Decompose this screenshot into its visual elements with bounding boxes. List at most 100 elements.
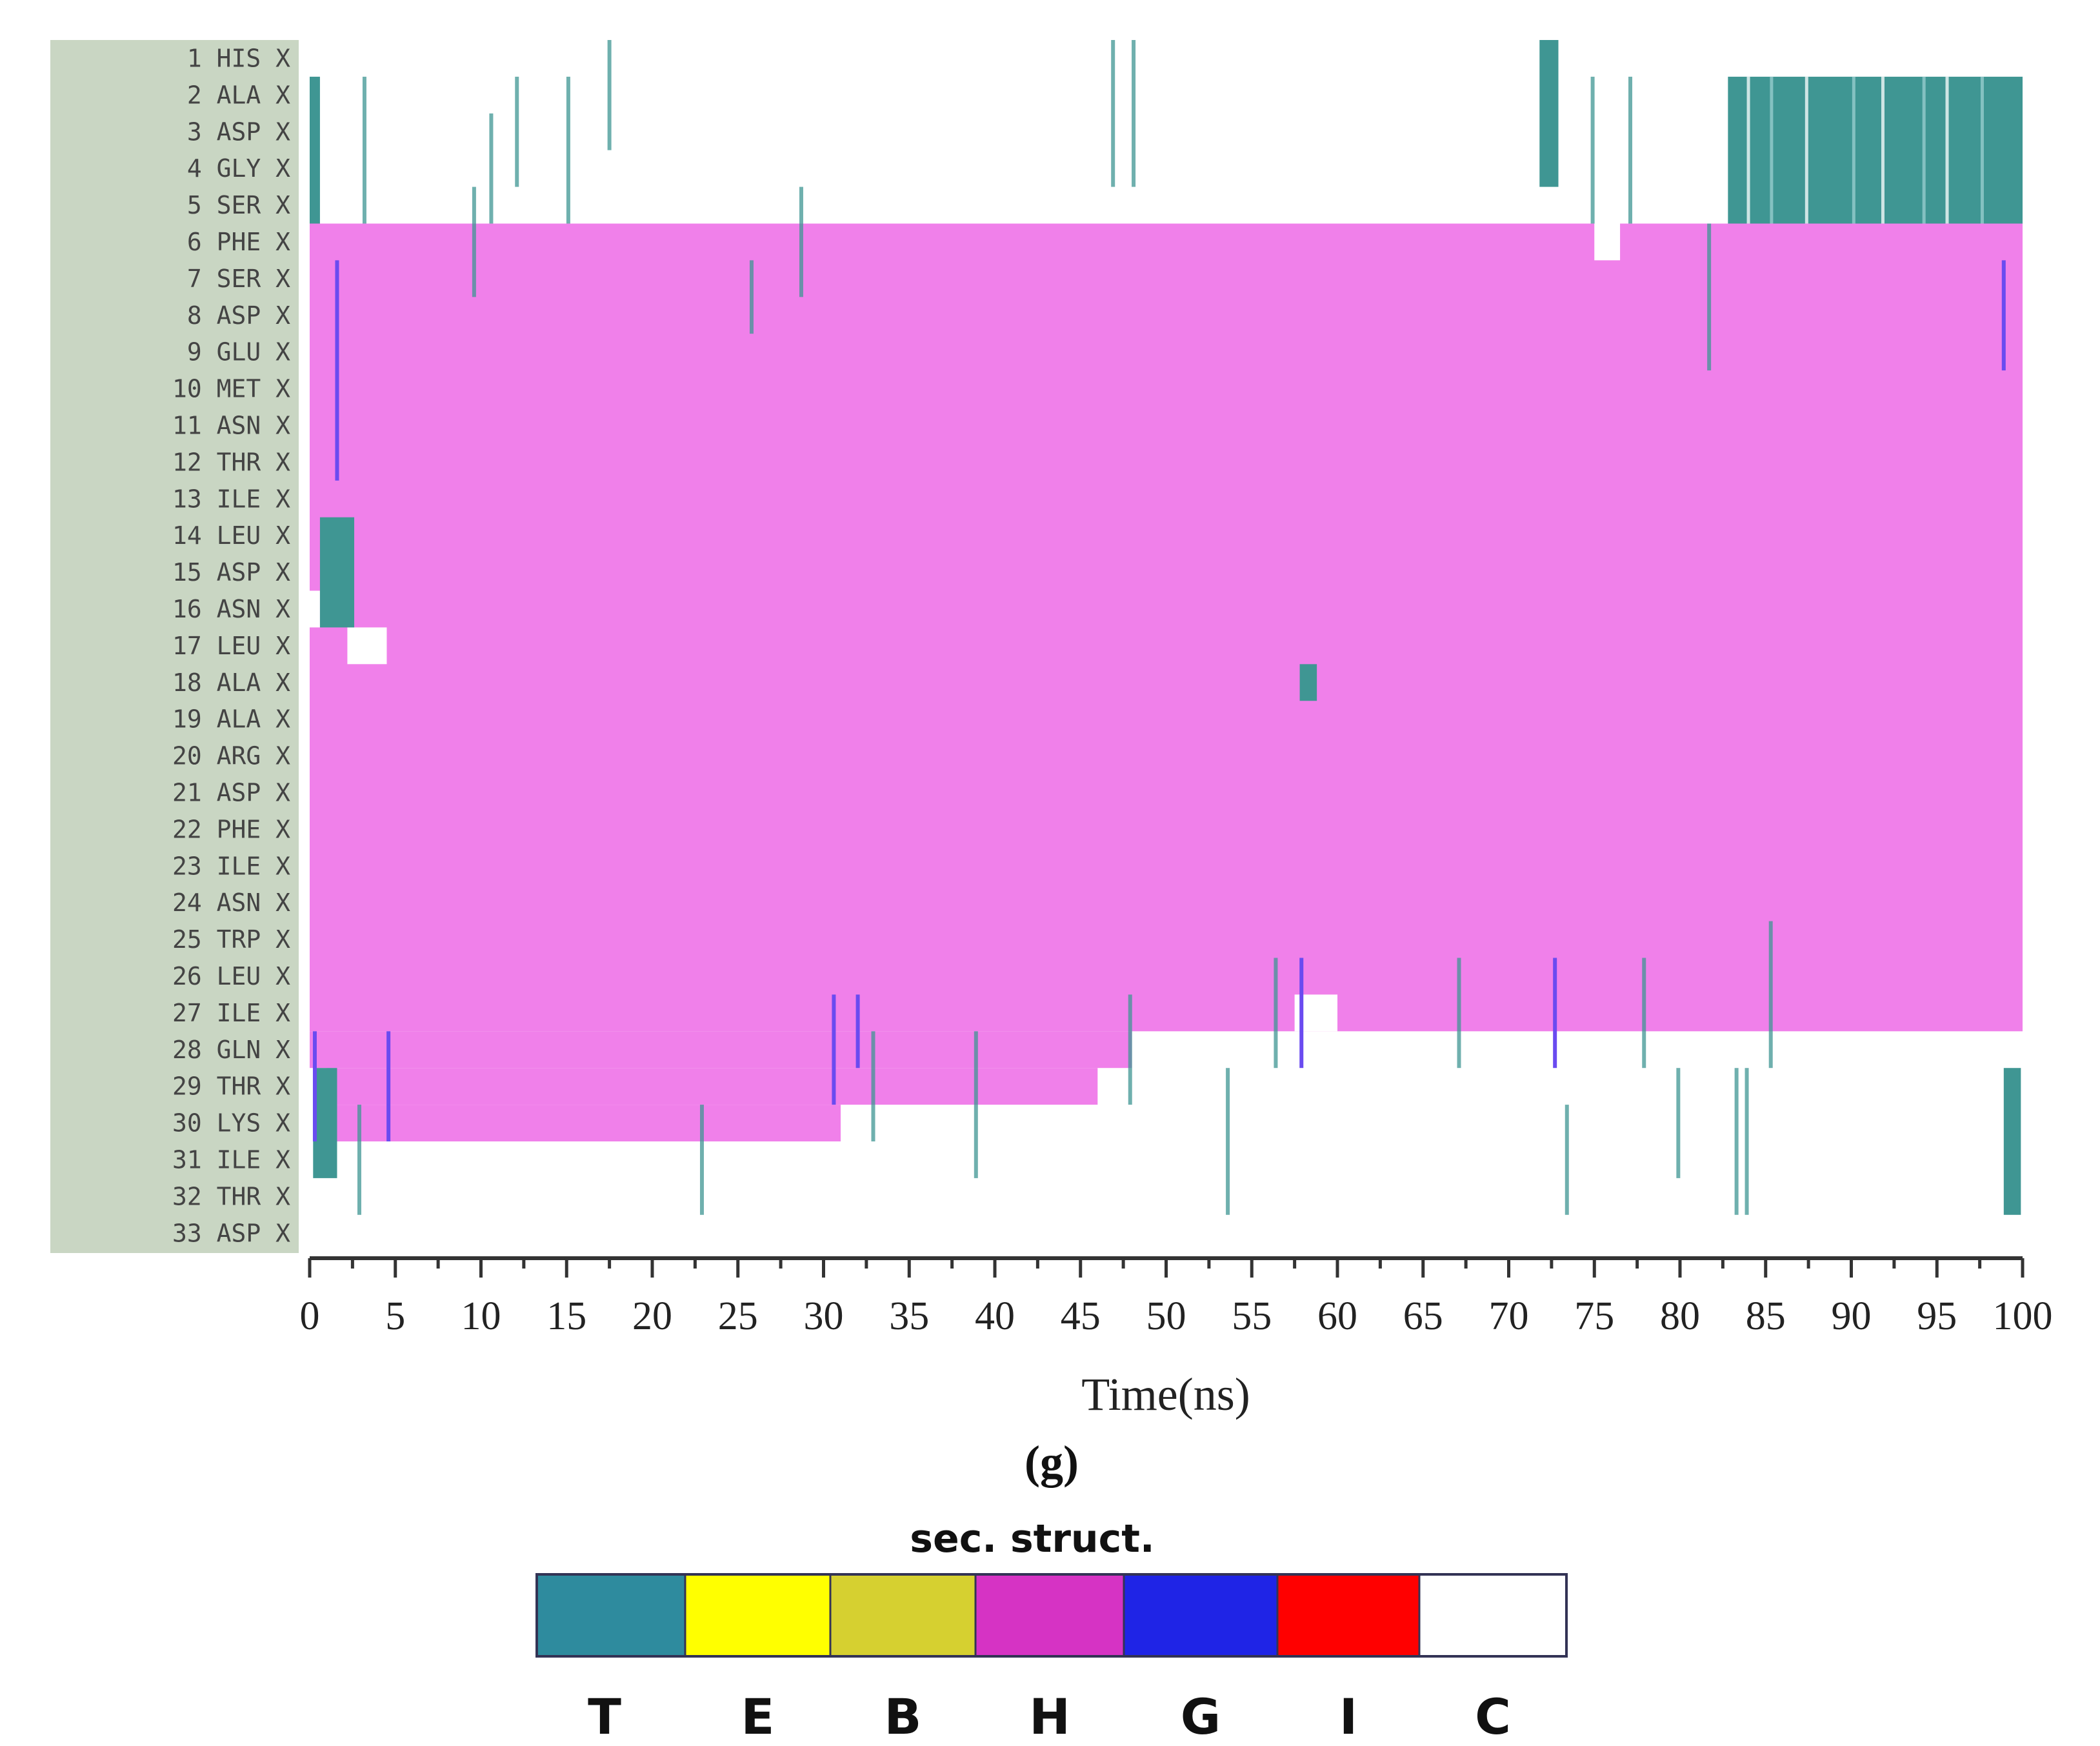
legend-swatch-T bbox=[535, 1573, 686, 1658]
turn-block-4 bbox=[2003, 1068, 2021, 1215]
residue-label: 6 PHE X bbox=[187, 228, 290, 256]
turn-event-22 bbox=[1676, 1068, 1681, 1178]
turn-event-8 bbox=[472, 186, 476, 297]
turn-event-10 bbox=[749, 260, 754, 334]
turn-block-2 bbox=[1539, 40, 1559, 187]
legend-key-G: G bbox=[1181, 1688, 1221, 1745]
residue-label: 3 ASP X bbox=[187, 117, 290, 146]
turn-block-3 bbox=[310, 76, 320, 224]
residue-label: 2 ALA X bbox=[187, 81, 290, 109]
residue-label: 30 LYS X bbox=[172, 1109, 290, 1138]
coil-block-1 bbox=[347, 627, 387, 665]
residue-label: 28 GLN X bbox=[172, 1036, 290, 1064]
turn-event-7 bbox=[489, 113, 494, 224]
x-tick-label: 50 bbox=[1146, 1294, 1186, 1338]
turn-block-stripe bbox=[1980, 76, 1984, 224]
residue-label: 23 ILE X bbox=[172, 852, 290, 880]
x-tick-label: 65 bbox=[1403, 1294, 1443, 1338]
turn-event-9 bbox=[799, 186, 803, 297]
residue-label: 24 ASN X bbox=[172, 888, 290, 917]
turn-event-1 bbox=[607, 40, 612, 150]
x-tick-label: 100 bbox=[1993, 1294, 2053, 1338]
x-tick-label: 20 bbox=[632, 1294, 672, 1338]
x-tick-label: 25 bbox=[718, 1294, 758, 1338]
turn-event-15 bbox=[1274, 958, 1278, 1069]
x-tick-label: 10 bbox=[461, 1294, 501, 1338]
turn-block-stripe bbox=[1746, 76, 1750, 224]
x-tick-label: 15 bbox=[546, 1294, 586, 1338]
turn-event-5 bbox=[566, 76, 570, 224]
legend-swatch-B bbox=[829, 1573, 977, 1658]
residue-label: 31 ILE X bbox=[172, 1145, 290, 1174]
legend-key-E: E bbox=[741, 1688, 775, 1745]
legend-key-B: B bbox=[885, 1688, 922, 1745]
x-tick-label: 55 bbox=[1232, 1294, 1272, 1338]
x-tick-label: 70 bbox=[1489, 1294, 1529, 1338]
turn-block-stripe bbox=[1805, 76, 1808, 224]
x-tick-label: 5 bbox=[385, 1294, 405, 1338]
x-tick-label: 45 bbox=[1061, 1294, 1101, 1338]
residue-label: 18 ALA X bbox=[172, 668, 290, 697]
turn-block-stripe bbox=[1881, 76, 1885, 224]
residue-label: 26 LEU X bbox=[172, 962, 290, 990]
turn-block-stripe bbox=[1770, 76, 1774, 224]
x-tick-label: 40 bbox=[975, 1294, 1015, 1338]
residue-label: 16 ASN X bbox=[172, 595, 290, 623]
turn-event-11 bbox=[1707, 223, 1712, 371]
turn-event-4 bbox=[362, 76, 366, 224]
residue-label: 19 ALA X bbox=[172, 705, 290, 734]
residue-label: 21 ASP X bbox=[172, 778, 290, 807]
turn-event-2 bbox=[1111, 40, 1115, 187]
helix-region-4 bbox=[326, 1105, 841, 1141]
residue-label: 4 GLY X bbox=[187, 154, 290, 183]
residue-label: 29 THR X bbox=[172, 1072, 290, 1101]
turn-block-6 bbox=[319, 517, 355, 628]
residue-label: 8 ASP X bbox=[187, 301, 290, 330]
legend-swatch-E bbox=[684, 1573, 832, 1658]
x-tick-label: 90 bbox=[1832, 1294, 1872, 1338]
helix-region-3 bbox=[326, 1068, 1098, 1105]
residue-label: 1 HIS X bbox=[187, 44, 290, 72]
x-tick-label: 30 bbox=[804, 1294, 844, 1338]
g310-event-5 bbox=[832, 994, 836, 1105]
residue-label: 22 PHE X bbox=[172, 815, 290, 843]
x-tick-label: 75 bbox=[1574, 1294, 1614, 1338]
g310-event-3 bbox=[1299, 958, 1304, 1069]
g310-event-8 bbox=[312, 1031, 317, 1141]
legend-key-H: H bbox=[1029, 1688, 1070, 1745]
turn-event-24 bbox=[699, 1105, 704, 1215]
g310-event-1 bbox=[335, 260, 339, 481]
x-tick-label: 85 bbox=[1746, 1294, 1786, 1338]
turn-event-19 bbox=[974, 1031, 978, 1178]
residue-label: 12 THR X bbox=[172, 448, 290, 476]
x-tick-label: 95 bbox=[1917, 1294, 1957, 1338]
turn-block-7 bbox=[1299, 664, 1317, 701]
residue-label: 7 SER X bbox=[187, 265, 290, 293]
turn-event-18 bbox=[1128, 994, 1132, 1105]
residue-label: 14 LEU X bbox=[172, 521, 290, 550]
legend-swatch-C bbox=[1418, 1573, 1568, 1658]
turn-event-12 bbox=[1590, 76, 1595, 224]
turn-event-20 bbox=[871, 1031, 875, 1141]
residue-label: 33 ASP X bbox=[172, 1219, 290, 1247]
g310-event-6 bbox=[855, 994, 860, 1069]
turn-event-25 bbox=[1734, 1068, 1739, 1215]
plot-area bbox=[310, 40, 2023, 1215]
turn-event-27 bbox=[357, 1105, 361, 1215]
legend-key-T: T bbox=[588, 1688, 621, 1745]
residue-label: 27 ILE X bbox=[172, 999, 290, 1027]
residue-label: 5 SER X bbox=[187, 191, 290, 219]
x-tick-label: 35 bbox=[889, 1294, 929, 1338]
legend-swatch-G bbox=[1123, 1573, 1279, 1658]
residue-label: 17 LEU X bbox=[172, 632, 290, 660]
residue-label: 9 GLU X bbox=[187, 338, 290, 366]
turn-event-17 bbox=[1642, 958, 1646, 1069]
turn-event-21 bbox=[1226, 1068, 1230, 1215]
legend-key-I: I bbox=[1339, 1688, 1357, 1745]
legend-title: sec. struct. bbox=[910, 1516, 1154, 1561]
x-axis-title: Time(ns) bbox=[1081, 1369, 1250, 1420]
helix-region-1 bbox=[310, 223, 2023, 1032]
legend-swatch-H bbox=[974, 1573, 1125, 1658]
x-axis: 0 5 10 15 20 25 30 35 40 45 50 55 60 65 70 75 80 85 90 95 10… bbox=[300, 1256, 2053, 1338]
